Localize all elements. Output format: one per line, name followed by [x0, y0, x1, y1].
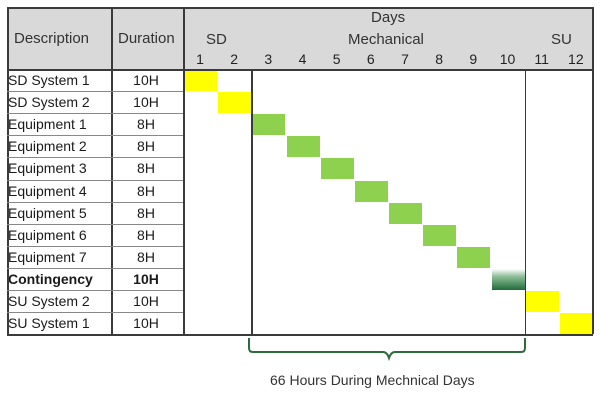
- row-description: Equipment 6: [8, 226, 87, 243]
- task-bar: [457, 246, 491, 268]
- sd-header: SD: [206, 31, 227, 48]
- grid-line: [7, 157, 183, 159]
- row-duration: 8H: [137, 226, 155, 243]
- grid-line: [7, 7, 9, 335]
- day-number: 9: [469, 51, 478, 67]
- row-description: SD System 1: [8, 72, 90, 88]
- su-header: SU: [551, 31, 572, 48]
- row-description: Equipment 1: [8, 116, 87, 133]
- day-number: 8: [435, 51, 444, 67]
- grid-line: [7, 312, 183, 314]
- grid-line: [7, 267, 183, 269]
- row-description: Equipment 7: [8, 248, 87, 265]
- task-bar: [525, 291, 559, 313]
- row-description: SU System 2: [8, 293, 90, 309]
- grid-line: [7, 91, 183, 93]
- task-bar: [320, 158, 354, 180]
- row-description: SD System 2: [8, 94, 90, 111]
- grid-line: [7, 69, 593, 71]
- row-description: Equipment 4: [8, 182, 87, 199]
- row-description: Equipment 3: [8, 160, 87, 177]
- row-duration: 8H: [137, 204, 155, 221]
- row-duration: 10H: [133, 315, 159, 332]
- task-bar: [491, 268, 525, 290]
- day-number: 1: [196, 51, 204, 67]
- day-number: 11: [534, 51, 549, 67]
- grid-line: [7, 7, 593, 9]
- row-description: Equipment 5: [8, 204, 87, 221]
- header-bg-days: [183, 7, 593, 69]
- day-number: 4: [298, 51, 307, 67]
- day-number: 7: [401, 51, 409, 67]
- day-number: 10: [499, 51, 516, 67]
- task-bar: [559, 313, 593, 335]
- mechanical-header: Mechanical: [348, 31, 424, 48]
- row-description: Contingency: [8, 270, 93, 287]
- task-bar: [184, 70, 218, 92]
- task-bar: [423, 224, 457, 246]
- day-number: 3: [264, 51, 273, 67]
- task-bar: [286, 136, 320, 158]
- row-duration: 10H: [133, 94, 159, 111]
- brace-path: [248, 338, 526, 362]
- day-number: 2: [230, 51, 239, 67]
- grid-line: [7, 201, 183, 203]
- grid-line: [592, 7, 594, 335]
- grid-line: [7, 245, 183, 247]
- row-description: SU System 1: [8, 315, 90, 332]
- grid-line: [524, 69, 527, 335]
- grid-line: [7, 290, 183, 291]
- header-bg-left: [7, 7, 183, 69]
- row-duration: 8H: [137, 138, 155, 155]
- grid-line: [7, 334, 593, 336]
- grid-line: [7, 223, 183, 225]
- grid-line: [7, 179, 183, 181]
- row-duration: 10H: [133, 293, 159, 309]
- description-header: Description: [14, 30, 90, 47]
- row-duration: 10H: [133, 72, 159, 88]
- task-bar: [354, 180, 388, 202]
- row-duration: 8H: [137, 116, 155, 133]
- caption: 66 Hours During Mechnical Days: [270, 372, 475, 388]
- row-duration: 8H: [137, 160, 155, 177]
- row-description: Equipment 2: [8, 138, 87, 155]
- task-bar: [252, 114, 286, 136]
- grid-line: [111, 7, 113, 335]
- row-duration: 10H: [133, 270, 159, 287]
- grid-line: [7, 135, 183, 137]
- grid-line: [251, 69, 253, 335]
- task-bar: [389, 202, 423, 224]
- days-header: Days: [371, 9, 406, 26]
- day-number: 5: [332, 51, 341, 67]
- day-number: 6: [366, 51, 375, 67]
- row-duration: 8H: [137, 248, 155, 265]
- row-duration: 8H: [137, 182, 155, 199]
- day-number: 12: [568, 51, 584, 67]
- task-bar: [218, 92, 252, 114]
- grid-line: [183, 7, 185, 335]
- grid-line: [7, 113, 183, 115]
- duration-header: Duration: [118, 30, 175, 47]
